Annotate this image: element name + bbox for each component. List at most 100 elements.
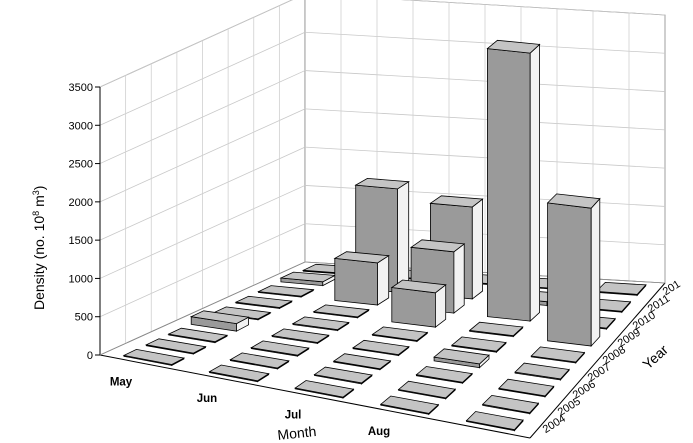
x-axis-label: Month xyxy=(277,423,317,443)
bar-2004-May xyxy=(122,348,186,367)
bar-2010-May xyxy=(257,285,315,298)
month-tick-label: Jun xyxy=(197,393,217,405)
bar-top-face xyxy=(468,321,524,337)
month-tick-label: May xyxy=(110,376,133,388)
bar-top-face xyxy=(122,348,186,365)
bar-top-face xyxy=(208,364,270,382)
bar-2007-Aug xyxy=(433,348,490,369)
bar-2009-Jul xyxy=(390,279,447,329)
z-axis-label: Density (no. 108 m3) xyxy=(31,186,47,310)
floor-left-edge xyxy=(99,261,306,356)
bar-top-face xyxy=(530,346,586,363)
bar-top-face xyxy=(313,366,373,384)
bar-front-face xyxy=(334,257,378,306)
bar-2009-Jun xyxy=(312,304,370,319)
bar-2009-May xyxy=(234,295,294,310)
bar-top-face xyxy=(465,411,524,431)
bar-2009-Sep xyxy=(546,193,601,348)
z-tick-label: 2000 xyxy=(69,197,93,209)
bar-front-face xyxy=(486,48,531,322)
bar-2006-Jun xyxy=(250,340,310,357)
bar-top-face xyxy=(271,328,330,343)
month-tick-label: Jul xyxy=(285,410,302,422)
x-axis-line xyxy=(99,354,531,439)
bar-top-face xyxy=(352,339,410,356)
bar-top-face xyxy=(229,352,290,369)
bar-2005-May xyxy=(144,338,207,355)
z-tick-label: 500 xyxy=(75,312,93,324)
bar-top-face xyxy=(294,380,355,398)
bar-side-face xyxy=(590,197,601,348)
bar-front-face xyxy=(547,202,592,347)
bar-2004-Sep xyxy=(465,411,524,432)
bar-2007-May xyxy=(189,310,250,332)
bar-2008-Jul xyxy=(371,326,429,343)
bar-2008-Sep xyxy=(530,346,586,364)
bar-top-face xyxy=(433,348,490,365)
bar-top-face xyxy=(429,195,484,208)
bar-2005-Aug xyxy=(397,380,457,400)
bars xyxy=(122,39,647,432)
z-tick-label: 0 xyxy=(87,350,93,362)
bar-2010-Aug xyxy=(486,39,541,323)
bar-2006-Aug xyxy=(415,366,473,385)
bar-2005-Sep xyxy=(481,394,540,415)
bar-top-face xyxy=(333,251,390,264)
bar-top-face xyxy=(514,362,570,380)
bar-top-face xyxy=(371,326,429,341)
bar-side-face xyxy=(529,43,540,323)
bar-top-face xyxy=(450,336,507,352)
bar-top-face xyxy=(498,378,555,397)
bar-top-face xyxy=(546,193,601,209)
bar-top-face xyxy=(486,39,541,54)
bar-top-face xyxy=(332,353,392,370)
bar-top-face xyxy=(189,310,250,325)
bar-side-face xyxy=(397,180,410,293)
bar-2007-Jul xyxy=(352,339,410,357)
y-axis-line xyxy=(529,282,666,439)
bar-top-face xyxy=(415,366,473,383)
bar-2008-Aug xyxy=(450,336,507,354)
bar-top-face xyxy=(167,327,229,343)
bar-2007-Sep xyxy=(514,362,570,381)
bar-top-face xyxy=(481,394,540,414)
bar-side-face xyxy=(471,198,484,300)
bar-top-face xyxy=(234,295,294,308)
z-tick-label: 1500 xyxy=(69,235,93,247)
bar-top-face xyxy=(390,279,447,294)
bar-top-face xyxy=(397,380,457,399)
bar-2005-Jun xyxy=(229,352,290,370)
bar-2005-Jul xyxy=(313,366,373,385)
z-tick-label: 3500 xyxy=(69,82,93,94)
bar-top-face xyxy=(354,177,410,190)
y-axis-label: Year xyxy=(639,341,671,372)
bar-top-face xyxy=(291,316,350,331)
bar-top-face xyxy=(312,304,370,318)
z-tick-label: 2500 xyxy=(69,159,93,171)
bar-2004-Jul xyxy=(294,380,355,399)
bar-2006-Jul xyxy=(332,353,392,371)
bar-2009-Aug xyxy=(468,321,524,338)
bar-2007-Jun xyxy=(271,328,330,345)
bar-side-face xyxy=(453,243,465,314)
bar-front-face xyxy=(391,287,436,328)
z-tick-label: 3000 xyxy=(69,120,93,132)
bar-top-face xyxy=(144,338,207,354)
bar-side-face xyxy=(377,254,390,306)
bar-2004-Jun xyxy=(208,364,270,383)
bar-top-face xyxy=(409,239,466,253)
bar-top-face xyxy=(250,340,310,356)
bar-2006-May xyxy=(167,327,229,344)
bar-top-face xyxy=(595,281,647,295)
bar-2011-May xyxy=(279,271,337,287)
bar-top-face xyxy=(379,395,440,414)
z-tick-label: 1000 xyxy=(69,273,93,285)
month-tick-label: Aug xyxy=(368,426,390,438)
bar-top-face xyxy=(257,285,315,297)
bar-2010-Jun xyxy=(333,251,390,306)
bar-2004-Aug xyxy=(379,395,440,416)
bar-2008-Jun xyxy=(291,316,350,332)
bar-2006-Sep xyxy=(498,378,555,398)
bar-201-Sep xyxy=(595,281,647,297)
